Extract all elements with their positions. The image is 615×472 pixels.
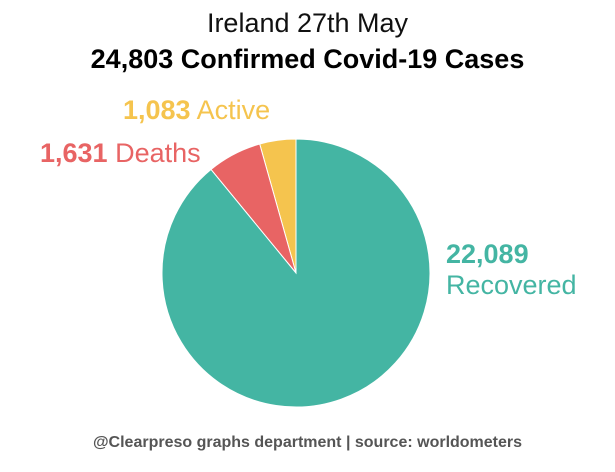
slice-label-deaths: 1,631 Deaths	[40, 138, 201, 169]
active-label: Active	[196, 95, 271, 125]
pie-slice-recovered	[161, 138, 431, 408]
chart-title: Ireland 27th May	[206, 8, 409, 38]
recovered-value: 22,089	[446, 239, 529, 269]
chart-subtitle: 24,803 Confirmed Covid-19 Cases	[90, 44, 525, 74]
slice-label-recovered: 22,089 Recovered	[446, 239, 577, 301]
active-value: 1,083	[123, 95, 191, 125]
source-footer: @Clearpreso graphs department | source: …	[92, 434, 523, 451]
deaths-value: 1,631	[40, 138, 108, 168]
recovered-label: Recovered	[446, 270, 577, 300]
slice-label-active: 1,083 Active	[123, 95, 270, 126]
deaths-label: Deaths	[115, 138, 201, 168]
